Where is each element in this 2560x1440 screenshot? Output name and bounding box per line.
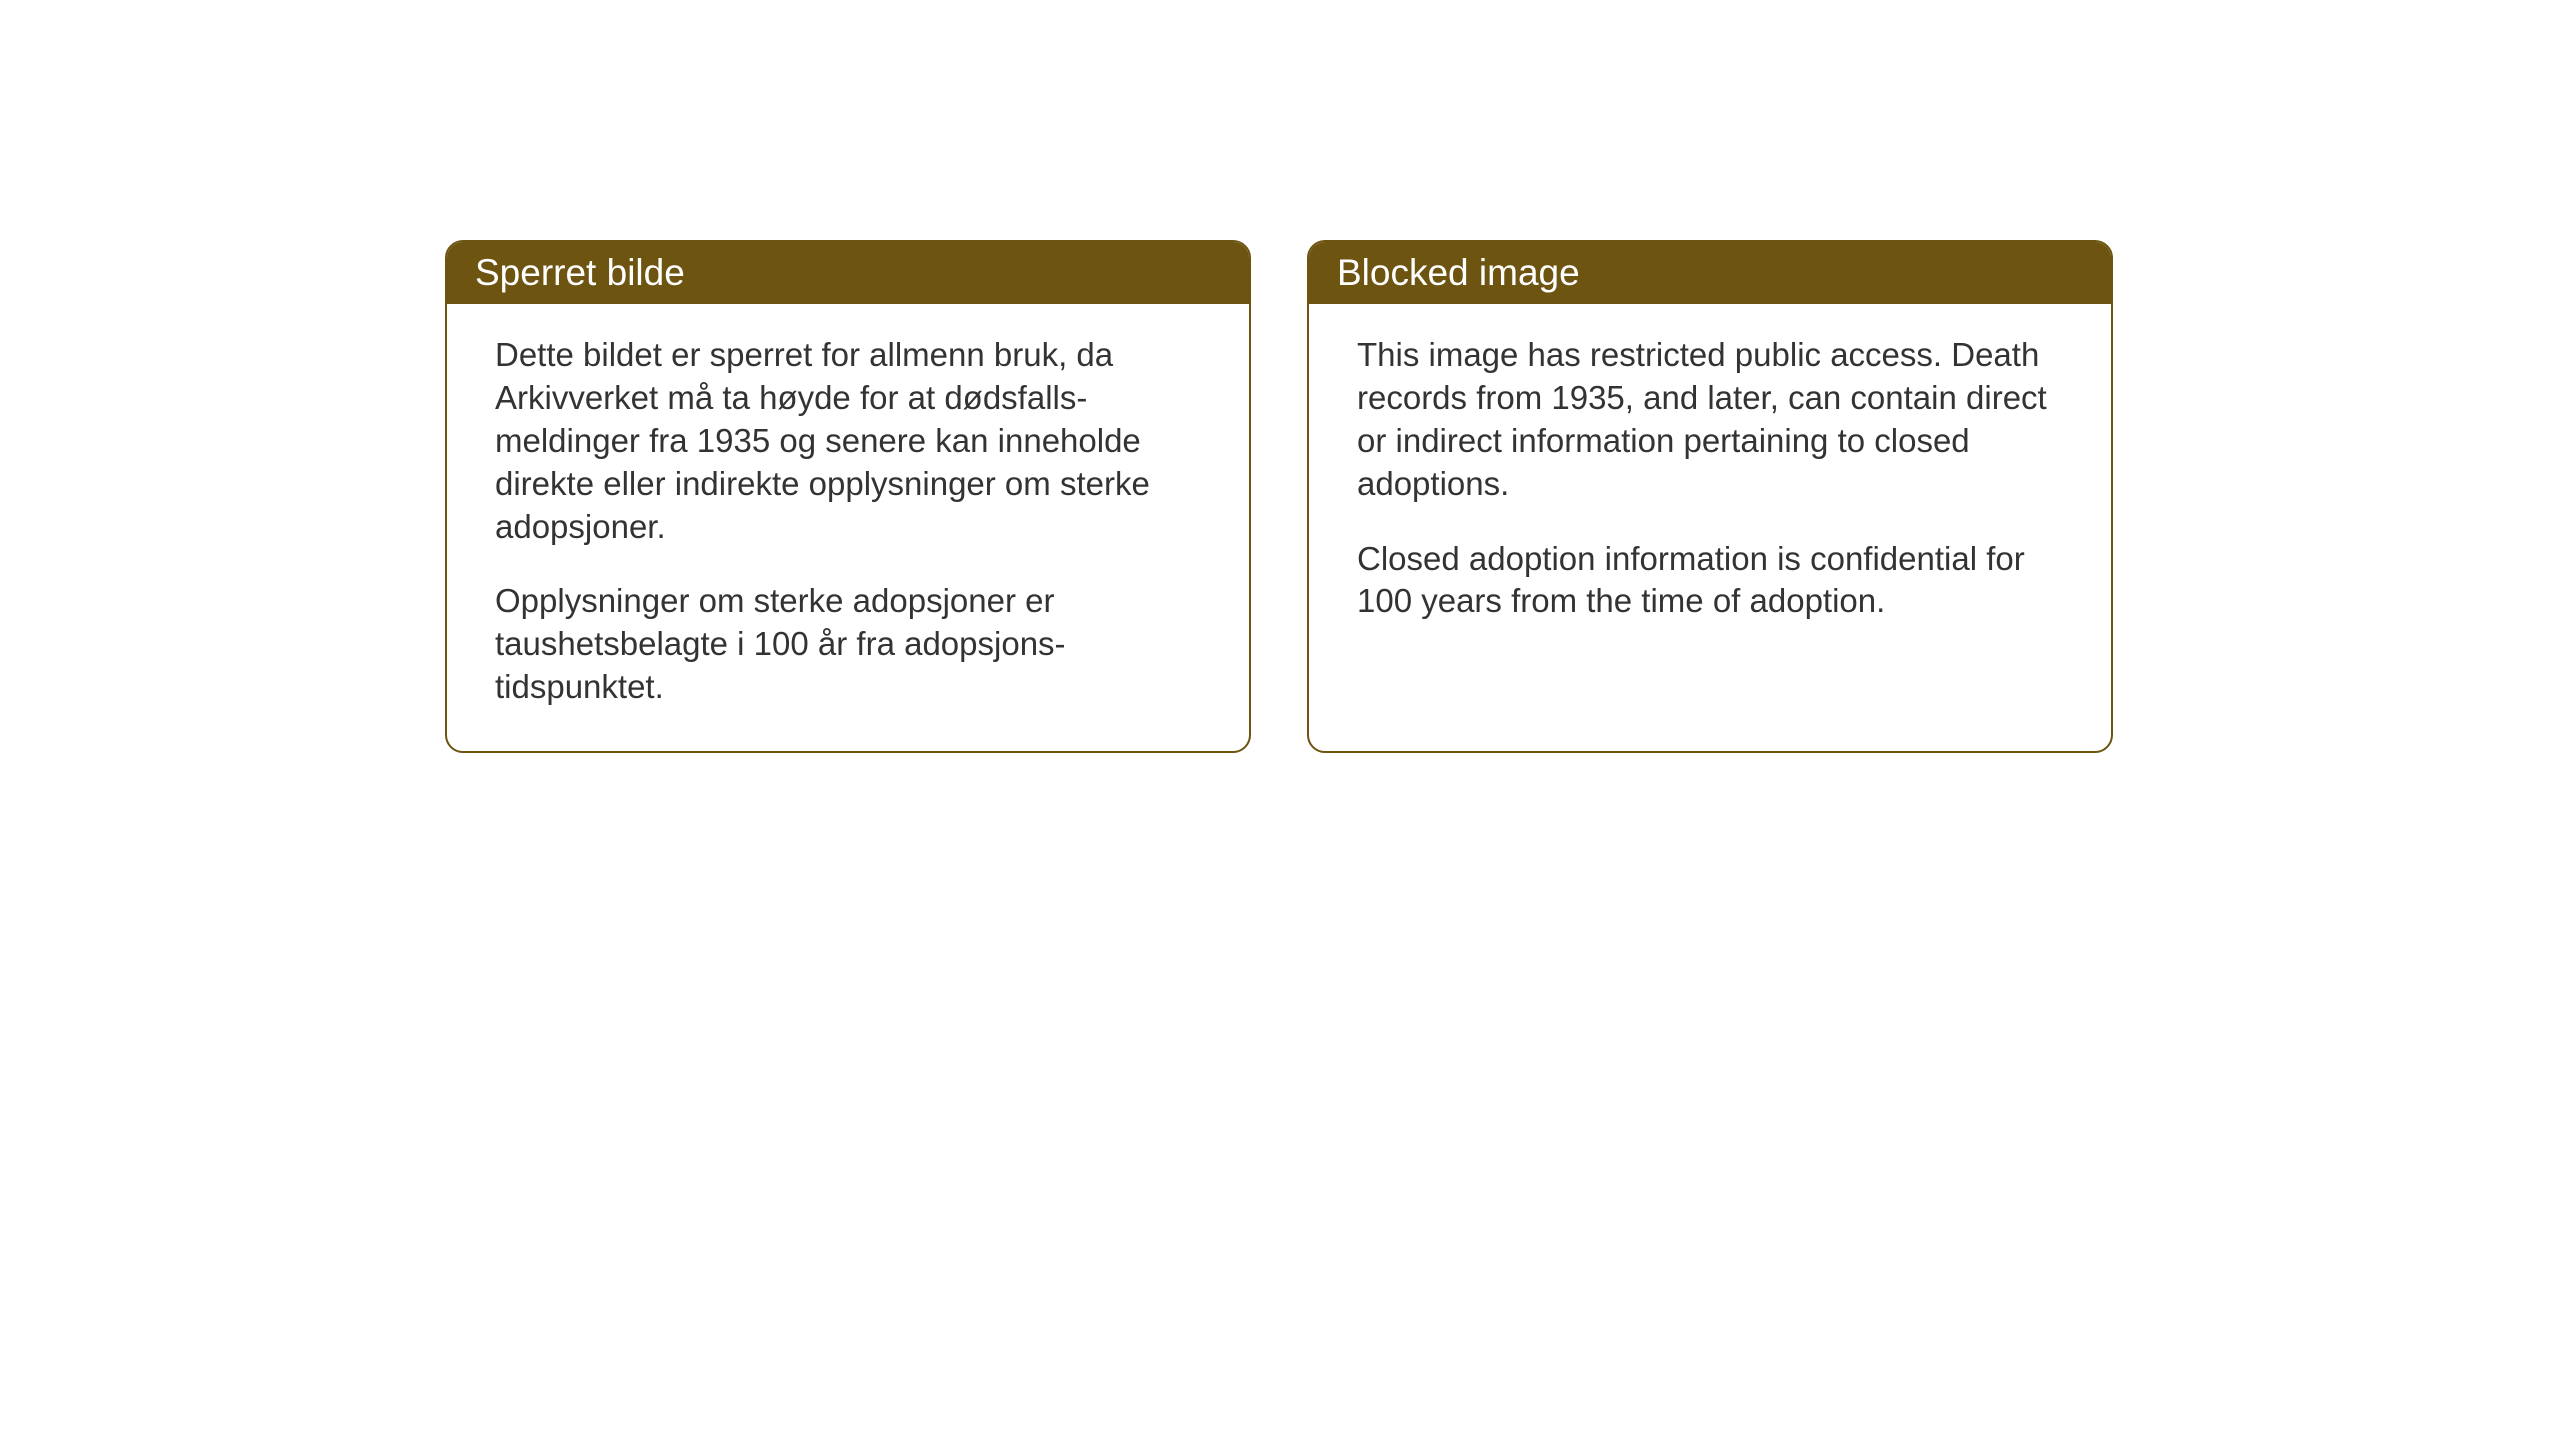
notice-body-norwegian: Dette bildet er sperret for allmenn bruk… [447,304,1249,751]
notice-paragraph: Closed adoption information is confident… [1357,538,2063,624]
notice-paragraph: This image has restricted public access.… [1357,334,2063,506]
notice-card-english: Blocked image This image has restricted … [1307,240,2113,753]
notice-container: Sperret bilde Dette bildet er sperret fo… [445,240,2113,753]
notice-body-english: This image has restricted public access.… [1309,304,2111,665]
notice-header-norwegian: Sperret bilde [447,242,1249,304]
notice-header-english: Blocked image [1309,242,2111,304]
notice-card-norwegian: Sperret bilde Dette bildet er sperret fo… [445,240,1251,753]
notice-paragraph: Opplysninger om sterke adopsjoner er tau… [495,580,1201,709]
notice-paragraph: Dette bildet er sperret for allmenn bruk… [495,334,1201,548]
